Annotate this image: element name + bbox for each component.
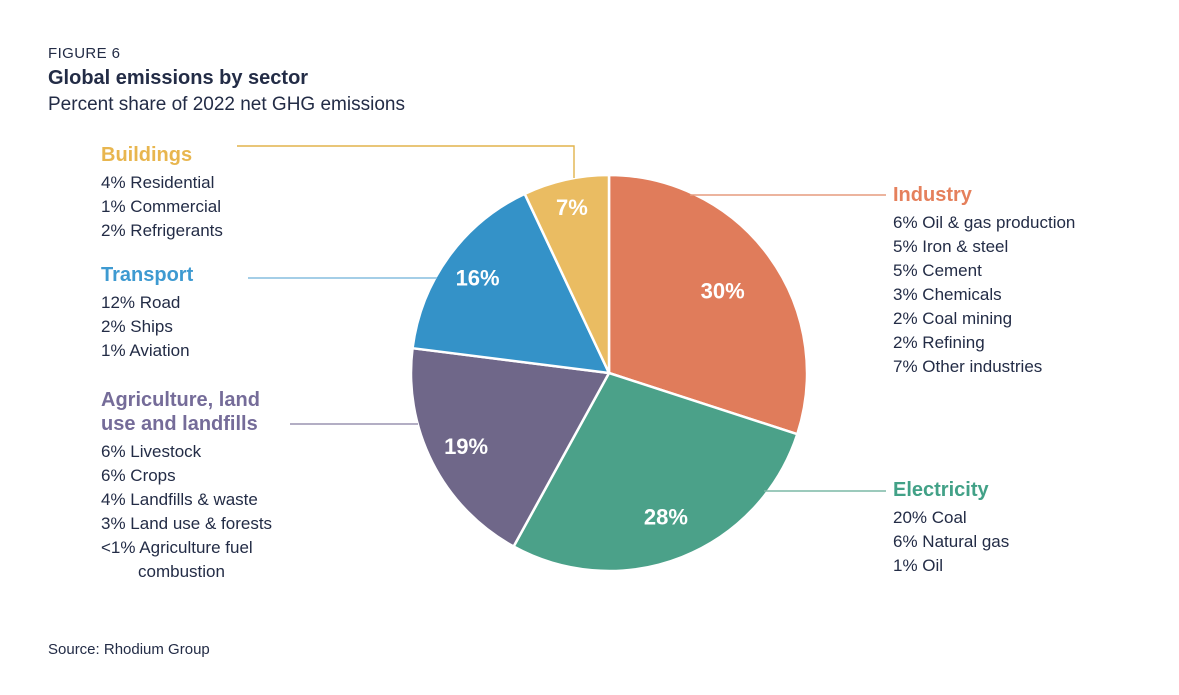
- breakdown-item: 2% Ships: [101, 317, 173, 336]
- breakdown-item: 1% Oil: [893, 556, 944, 575]
- breakdown-item: 6% Livestock: [101, 442, 202, 461]
- source-note: Source: Rhodium Group: [48, 641, 210, 658]
- figure-number: FIGURE 6: [48, 45, 121, 62]
- page-subtitle: Percent share of 2022 net GHG emissions: [48, 94, 405, 115]
- sector-heading-buildings: Buildings: [101, 144, 193, 166]
- pie-value-label: 7%: [556, 195, 588, 220]
- sector-label-buildings: Buildings 4% Residential 1% Commercial 2% …: [101, 143, 301, 243]
- page-title: Global emissions by sector: [48, 67, 309, 89]
- sector-label-industry: Industry 6% Oil & gas production 5% Iron …: [893, 183, 1133, 379]
- breakdown-item: 3% Chemicals: [893, 285, 1002, 304]
- breakdown-item: 6% Oil & gas production: [893, 213, 1076, 232]
- sector-breakdown-electricity: 20% Coal 6% Natural gas 1% Oil: [893, 506, 1093, 578]
- breakdown-item: 6% Natural gas: [893, 532, 1010, 551]
- leader-line-buildings: [237, 145, 575, 178]
- pie-slice-transport: [411, 192, 611, 375]
- breakdown-item: 2% Refining: [893, 333, 985, 352]
- sector-label-transport: Transport 12% Road 2% Ships 1% Aviation: [101, 263, 301, 363]
- sector-breakdown-agriculture: 6% Livestock 6% Crops 4% Landfills & waste…: [101, 440, 313, 584]
- sector-heading-industry: Industry: [893, 184, 972, 206]
- breakdown-item: 12% Road: [101, 293, 181, 312]
- breakdown-item: 2% Coal mining: [893, 309, 1013, 328]
- breakdown-item: 5% Cement: [893, 261, 982, 280]
- pie-slice-agriculture: [409, 346, 611, 548]
- breakdown-item: 3% Land use & forests: [101, 514, 273, 533]
- pie-slice-electricity: [512, 371, 799, 573]
- breakdown-item: 4% Landfills & waste: [101, 490, 258, 509]
- pie-slice-buildings: [523, 173, 611, 375]
- sector-heading-agriculture: Agriculture, land use and landfills: [101, 389, 260, 435]
- breakdown-item: 6% Crops: [101, 466, 176, 485]
- sector-label-agriculture: Agriculture, land use and landfills 6% L…: [101, 388, 313, 584]
- breakdown-item: 7% Other industries: [893, 357, 1043, 376]
- figure-header: FIGURE 6 Global emissions by sector Perc…: [48, 44, 405, 118]
- sector-breakdown-buildings: 4% Residential 1% Commercial 2% Refrigeran…: [101, 171, 301, 243]
- sector-breakdown-transport: 12% Road 2% Ships 1% Aviation: [101, 291, 301, 363]
- pie-value-label: 19%: [444, 434, 488, 459]
- breakdown-item: 2% Refrigerants: [101, 221, 223, 240]
- breakdown-item: 1% Aviation: [101, 341, 190, 360]
- sector-label-electricity: Electricity 20% Coal 6% Natural gas 1% Oil: [893, 478, 1093, 578]
- breakdown-item: 20% Coal: [893, 508, 967, 527]
- pie-value-label: 28%: [644, 505, 688, 530]
- breakdown-item: 5% Iron & steel: [893, 237, 1009, 256]
- pie-slice-industry: [607, 173, 809, 436]
- pie-value-label: 16%: [456, 266, 500, 291]
- breakdown-item: 4% Residential: [101, 173, 215, 192]
- breakdown-item: <1% Agriculture fuel combustion: [101, 538, 253, 581]
- sector-breakdown-industry: 6% Oil & gas production 5% Iron & steel 5%…: [893, 211, 1133, 379]
- sector-heading-electricity: Electricity: [893, 479, 989, 501]
- breakdown-item: 1% Commercial: [101, 197, 221, 216]
- pie-value-label: 30%: [701, 278, 745, 303]
- sector-heading-transport: Transport: [101, 264, 194, 286]
